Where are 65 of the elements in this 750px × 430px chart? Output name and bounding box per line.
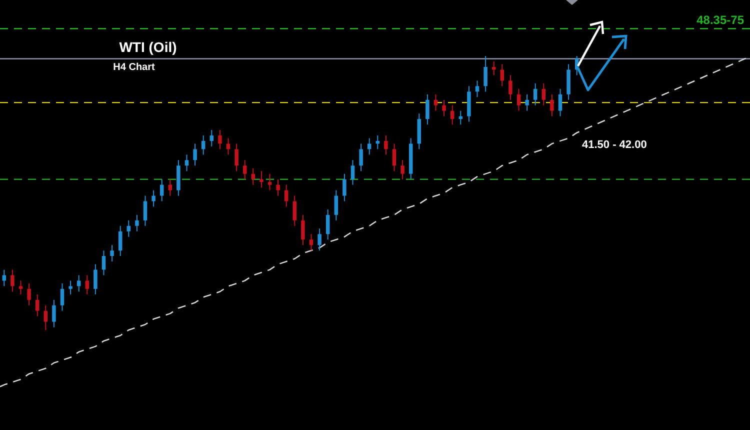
candlestick: [110, 244, 114, 262]
candlestick: [500, 64, 504, 87]
candlestick: [533, 82, 538, 106]
candlestick: [276, 178, 280, 196]
candlestick: [85, 274, 90, 295]
candlestick: [442, 99, 446, 117]
candlestick: [292, 195, 297, 226]
candlestick: [184, 154, 189, 172]
candlestick: [226, 138, 230, 156]
candlestick: [550, 94, 554, 117]
candlestick: [118, 225, 122, 257]
candlestick: [558, 88, 562, 117]
candlestick: [475, 80, 480, 98]
text: 48.35-75: [696, 13, 744, 27]
candlestick: [326, 208, 330, 240]
candlestick: [18, 280, 23, 295]
candlestick: [450, 104, 454, 125]
candlestick: [542, 82, 546, 106]
text: H4 Chart: [113, 62, 156, 73]
text: 41.50 - 42.00: [582, 139, 647, 151]
candlestick: [94, 264, 98, 295]
candlestick: [301, 214, 305, 246]
candlestick: [210, 129, 214, 147]
candlestick: [392, 143, 396, 172]
candlestick: [27, 282, 31, 306]
candlestick: [76, 274, 81, 292]
candlestick: [400, 160, 404, 180]
candlestick: [309, 234, 314, 252]
candlestick: [268, 173, 272, 191]
candlestick: [168, 178, 172, 196]
candlestick: [218, 129, 222, 150]
candlestick: [508, 74, 512, 100]
candlestick: [525, 94, 529, 112]
candlestick: [126, 220, 131, 238]
candlestick: [318, 228, 322, 252]
candlestick: [350, 160, 355, 186]
candlestick: [201, 134, 206, 156]
candlestick: [2, 269, 6, 287]
candlestick: [143, 195, 148, 226]
candlestick: [102, 250, 106, 276]
candlestick: [234, 143, 238, 172]
candlestick: [334, 190, 338, 221]
candlestick: [251, 168, 256, 186]
candlestick: [359, 143, 363, 172]
candlestick: [60, 282, 64, 312]
candlestick: [10, 269, 14, 292]
candlestick: [52, 299, 56, 328]
candlestick: [193, 143, 197, 166]
candlestick: [516, 88, 521, 112]
candlestick: [367, 138, 372, 156]
candlestick: [135, 214, 139, 232]
candlestick: [426, 94, 430, 125]
candlestick: [160, 178, 164, 202]
candlestick: [342, 173, 346, 202]
candlestick: [284, 184, 288, 208]
candlestick: [384, 134, 388, 156]
candlestick: [242, 160, 247, 180]
candlestick: [35, 294, 40, 317]
candlestick: [434, 94, 438, 112]
candlestick: [260, 170, 264, 188]
candlestick: [44, 304, 48, 330]
candlestick: [484, 56, 488, 92]
candlestick: [68, 280, 72, 295]
chart-title: WTI (Oil): [119, 39, 177, 55]
candlestick: [152, 190, 156, 208]
